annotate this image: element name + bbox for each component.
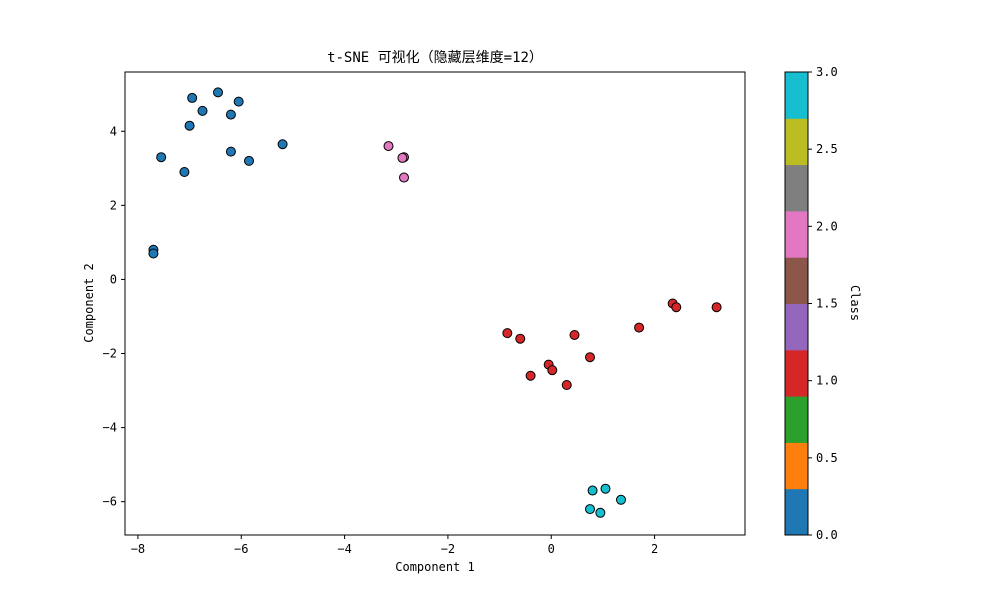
scatter-point-class-1 [502,328,513,339]
scatter-point-class-3 [585,504,595,515]
colorbar-tick-label: 2.0 [816,219,838,233]
colorbar-segment [785,396,808,443]
scatter-point-class-3 [600,483,611,494]
scatter-point-class-1 [525,370,536,381]
scatter-point-class-0 [184,120,195,131]
chart-title: t-SNE 可视化（隐藏层维度=12） [327,50,543,66]
y-tick-label: −6 [103,495,117,509]
x-tick-label: −2 [441,542,455,556]
scatter-point-class-0 [225,146,236,157]
y-axis-label: Component 2 [82,263,96,342]
colorbar: 0.0 0.5 1.0 1.5 2.0 2.5 3.0 [784,65,838,542]
colorbar-segment [785,164,808,212]
colorbar-segment [785,303,808,351]
scatter-point-class-0 [233,96,244,107]
colorbar-segment [785,488,808,536]
scatter-point-class-1 [547,365,558,376]
scatter-point-class-0 [244,155,254,166]
colorbar-tick-label: 1.5 [816,297,838,311]
colorbar-label: Class [848,285,862,321]
scatter-point-class-2 [397,152,408,163]
scatter-point-class-3 [616,494,626,505]
y-tick-label: −4 [103,421,117,435]
x-tick-label: −4 [337,542,351,556]
y-tick-label: −2 [103,347,117,361]
scatter-point-class-1 [634,322,645,333]
y-axis-ticks: −6 −4 −2 0 2 4 [103,124,125,509]
plot-frame [124,71,746,536]
scatter-point-class-2 [399,172,409,183]
scatter-point-class-1 [561,379,572,390]
scatter-point-class-1 [671,302,682,313]
scatter-point-class-0 [277,139,288,150]
y-tick-label: 4 [110,124,117,138]
scatter-point-class-2 [383,141,394,152]
scatter-point-class-3 [587,485,598,496]
scatter-point-class-1 [569,329,580,340]
x-tick-label: 0 [548,542,555,556]
scatter-point-class-0 [213,87,223,98]
x-tick-label: −6 [234,542,248,556]
colorbar-segment [785,442,808,490]
scatter-point-class-1 [515,333,526,344]
x-tick-label: −8 [131,542,145,556]
x-axis-label: Component 1 [395,560,474,574]
colorbar-tick-label: 2.5 [816,142,838,156]
colorbar-tick-label: 3.0 [816,65,838,79]
colorbar-segment [785,72,808,119]
scatter-point-class-1 [711,302,722,313]
scatter-point-class-0 [225,109,236,120]
colorbar-tick-label: 1.0 [816,374,838,388]
scatter-point-class-0 [156,152,167,163]
points-layer [148,87,722,518]
scatter-point-class-0 [148,248,159,259]
scatter-point-class-1 [585,352,595,363]
colorbar-segment [785,349,808,397]
colorbar-tick-label: 0.0 [816,528,838,542]
y-tick-label: 0 [110,272,117,286]
colorbar-segment [785,257,808,304]
colorbar-tick-label: 0.5 [816,451,838,465]
y-tick-label: 2 [110,198,117,212]
colorbar-segment [785,118,808,166]
scatter-point-class-0 [197,105,208,116]
x-tick-label: 2 [651,542,658,556]
colorbar-segment [785,210,808,258]
scatter-point-class-0 [187,92,198,103]
scatter-point-class-0 [179,167,190,178]
x-axis-ticks: −8 −6 −4 −2 0 2 [131,535,658,556]
scatter-point-class-3 [595,507,606,518]
